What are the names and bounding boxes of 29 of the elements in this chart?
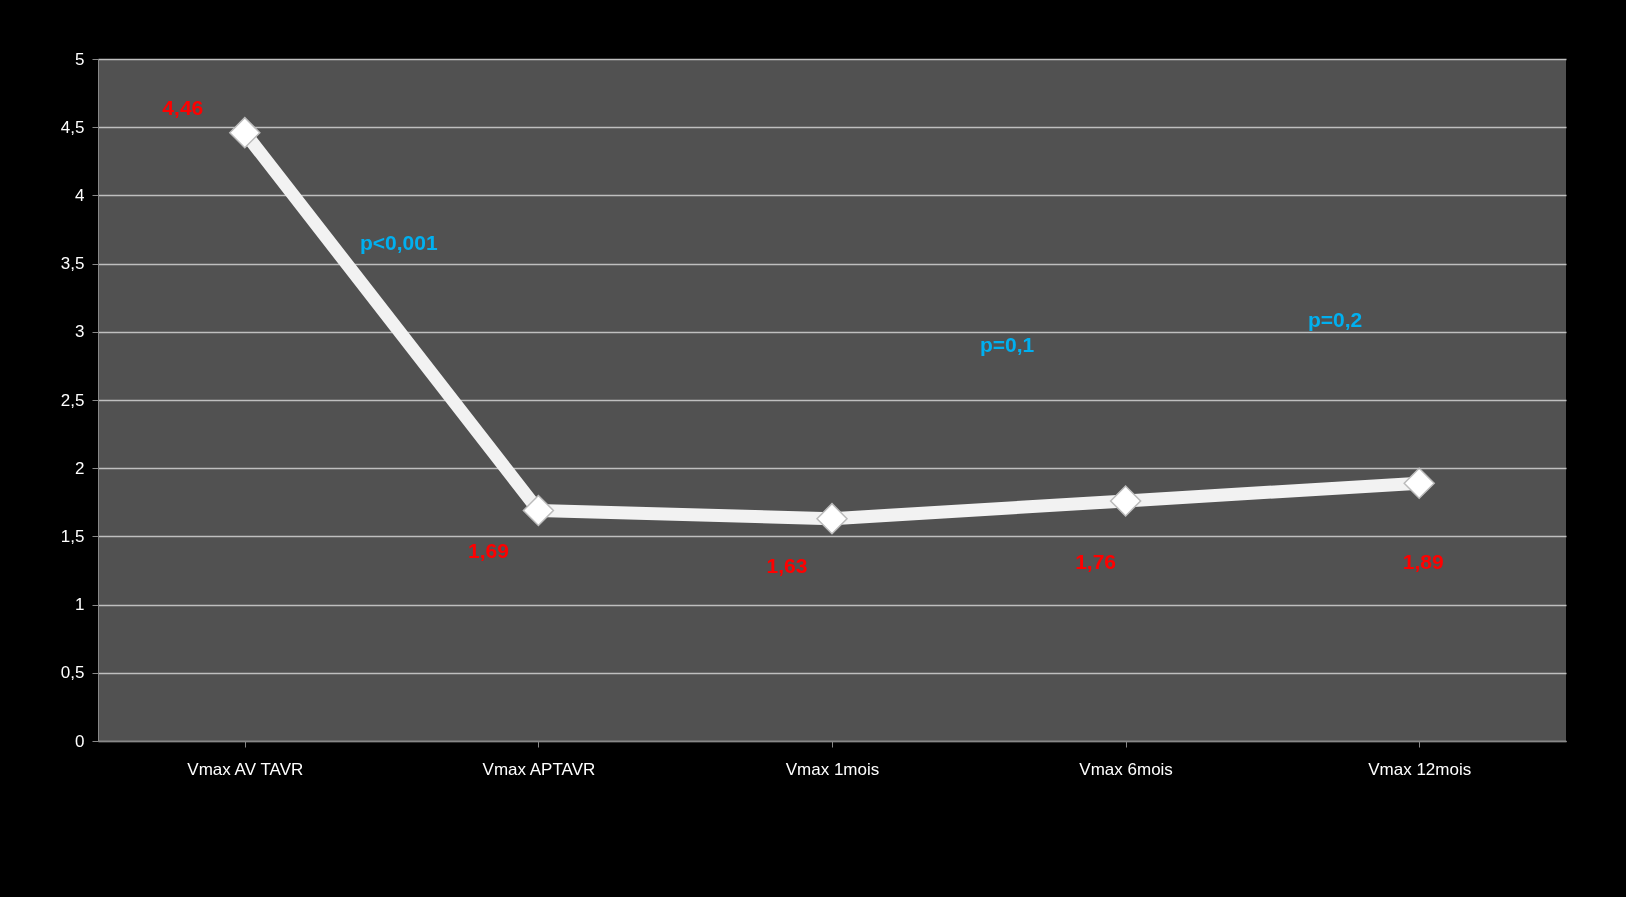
data-label: 4,46 xyxy=(162,95,204,119)
x-tick-label: Vmax 12mois xyxy=(1368,759,1472,779)
data-label: 1,69 xyxy=(467,539,509,563)
annotation: p=0,2 xyxy=(1308,308,1363,331)
y-tick-label: 4 xyxy=(75,185,85,205)
point xyxy=(1403,467,1435,499)
point xyxy=(522,494,555,527)
y-tick-label: 3,5 xyxy=(60,254,85,274)
y-tick-label: 0,5 xyxy=(60,663,85,683)
y-tick-label: 2 xyxy=(75,458,85,478)
point xyxy=(1109,485,1142,517)
data-label: 1,76 xyxy=(1075,549,1117,573)
x-tick-label: Vmax 1mois xyxy=(785,759,880,779)
point xyxy=(816,502,848,535)
y-tick-label: 0 xyxy=(75,731,85,751)
y-tick-label: 2,5 xyxy=(60,390,85,410)
y-tick-label: 5 xyxy=(75,49,85,69)
annotation: p<0,001 xyxy=(360,231,438,254)
x-tick-label: Vmax AV TAVR xyxy=(187,759,304,779)
annotation: p=0,1 xyxy=(980,333,1035,356)
y-tick-label: 1 xyxy=(75,595,85,615)
data-label: 1,63 xyxy=(766,553,808,577)
x-tick-label: Vmax APTAVR xyxy=(482,759,596,779)
y-tick-label: 3 xyxy=(75,322,85,342)
y-tick-label: 1,5 xyxy=(60,526,85,546)
point xyxy=(229,116,261,149)
data-label: 1,89 xyxy=(1402,550,1444,574)
x-tick-label: Vmax 6mois xyxy=(1079,759,1173,779)
y-tick-label: 4,5 xyxy=(60,117,85,137)
